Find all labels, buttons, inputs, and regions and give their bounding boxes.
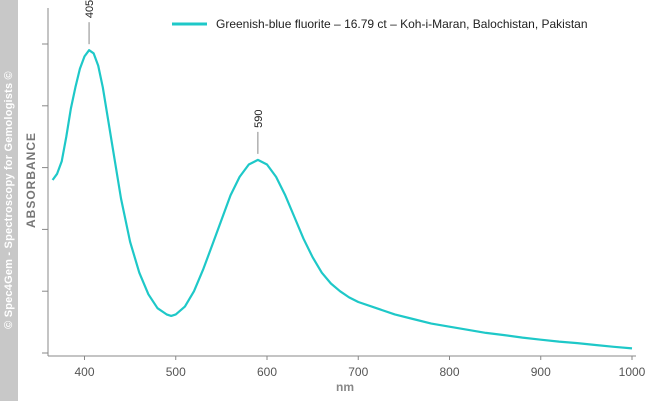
- y-ticks: [42, 43, 48, 354]
- sidebar-strip: © Spec4Gem - Spectroscopy for Gemologist…: [0, 0, 18, 401]
- x-tick-label: 700: [348, 365, 368, 379]
- x-tick-label: 400: [74, 365, 94, 379]
- annotation-label: 405: [84, 0, 96, 18]
- x-tick-label: 800: [439, 365, 459, 379]
- peak-annotations: 405 590: [84, 0, 265, 154]
- y-axis-label: ABSORBANCE: [24, 132, 38, 228]
- axes: [47, 8, 636, 357]
- x-tick-label: 600: [257, 365, 277, 379]
- x-tick-label: 900: [531, 365, 551, 379]
- x-tick-label: 500: [166, 365, 186, 379]
- annotation-label: 590: [253, 110, 265, 128]
- series-line: [51, 49, 633, 350]
- legend-label: Greenish-blue fluorite – 16.79 ct – Koh-…: [216, 17, 588, 31]
- x-tick-label: 1000: [619, 365, 646, 379]
- x-ticks: 400 500 600 700 800 900 1000: [74, 356, 646, 379]
- x-axis-label: nm: [336, 380, 354, 394]
- legend: Greenish-blue fluorite – 16.79 ct – Koh-…: [172, 17, 588, 31]
